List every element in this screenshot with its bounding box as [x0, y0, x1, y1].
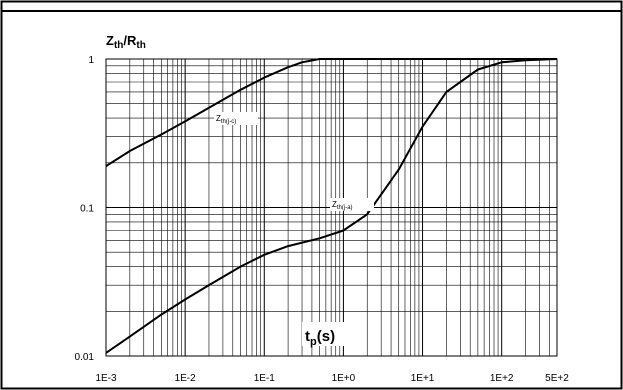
x-tick-label: 1E+1 — [411, 373, 435, 384]
series-label-backing — [214, 112, 258, 125]
x-tick-label: 1E-2 — [175, 373, 197, 384]
x-tick-label: 1E+0 — [332, 373, 356, 384]
y-tick-label: 1 — [88, 55, 94, 66]
y-tick-label: 0.01 — [75, 352, 95, 363]
series-line-zth-j-a — [105, 58, 558, 354]
y-axis-label: Zth/Rth — [106, 33, 146, 51]
series-label-backing — [330, 198, 374, 211]
x-tick-label: 5E+2 — [545, 373, 569, 384]
x-tick-label: 1E-1 — [254, 373, 276, 384]
x-axis-label: tp(s) — [305, 328, 335, 348]
x-label-backing — [302, 322, 354, 346]
series-line-zth-j-c — [105, 58, 557, 167]
y-tick-label: 0.1 — [80, 204, 94, 215]
series-label-zth-j-c: Zth(j-c) — [216, 114, 236, 125]
x-tick-label: 1E+2 — [490, 373, 514, 384]
x-tick-label: 1E-3 — [95, 373, 117, 384]
series-label-zth-j-a: Zth(j-a) — [332, 200, 353, 211]
